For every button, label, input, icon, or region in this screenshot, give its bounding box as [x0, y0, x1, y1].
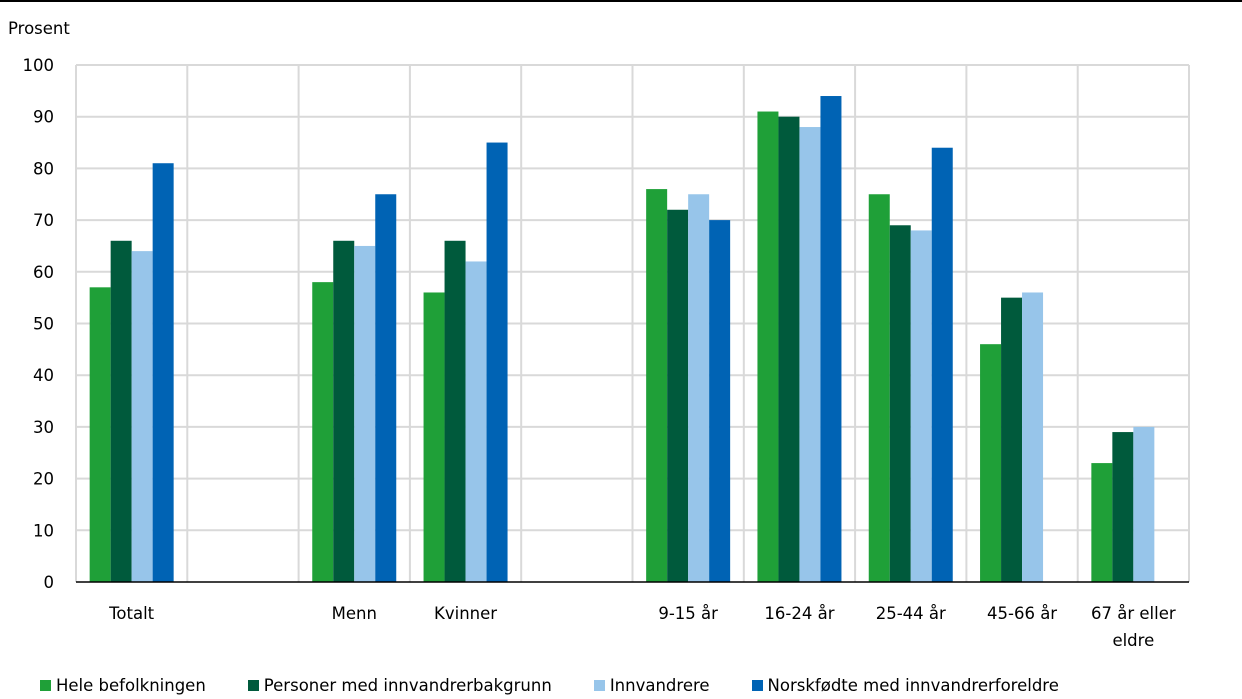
- legend-label: Innvandrere: [609, 675, 710, 695]
- x-tick-label: Menn: [332, 604, 377, 623]
- legend-label: Hele befolkningen: [56, 675, 206, 695]
- bar: [1001, 297, 1023, 582]
- x-tick-label: Totalt: [108, 604, 155, 623]
- legend-swatch: [751, 679, 763, 691]
- bar: [931, 147, 953, 582]
- bar: [333, 240, 355, 582]
- bar: [152, 163, 174, 583]
- legend-item: Norskfødte med innvandrerforeldre: [751, 675, 1059, 695]
- bar: [868, 194, 890, 582]
- bar: [444, 240, 466, 582]
- legend-item: Innvandrere: [593, 675, 710, 695]
- bar: [778, 116, 800, 582]
- legend-swatch: [593, 679, 605, 691]
- legend-label: Personer med innvandrerbakgrunn: [263, 675, 552, 695]
- y-tick-label: 10: [33, 521, 54, 540]
- x-tick-label: eldre: [1112, 631, 1154, 650]
- bar: [312, 282, 334, 582]
- bar: [110, 240, 132, 582]
- y-tick-label: 40: [33, 366, 54, 385]
- x-tick-label: 45-66 år: [987, 604, 1057, 623]
- bar: [89, 287, 111, 582]
- bar: [820, 96, 842, 583]
- bar: [354, 245, 376, 582]
- bar: [1022, 292, 1044, 582]
- y-tick-label: 90: [33, 108, 54, 127]
- bar: [486, 142, 508, 583]
- legend-label: Norskfødte med innvandrerforeldre: [767, 675, 1059, 695]
- legend: Hele befolkningen Personer med innvandrer…: [40, 674, 1240, 696]
- y-tick-label: 0: [44, 573, 55, 592]
- x-tick-label: Kvinner: [434, 604, 497, 623]
- bar: [1091, 463, 1113, 582]
- bar: [709, 220, 731, 582]
- bar: [980, 344, 1002, 582]
- top-rule: [0, 0, 1242, 2]
- bar: [646, 189, 668, 582]
- bar: [688, 194, 710, 582]
- legend-item: Hele befolkningen: [40, 676, 206, 695]
- bar-chart: Prosent 0 10 20 30 40 50 60 70 80 90 100 Totalt Men…: [8, 19, 1190, 650]
- bar: [375, 194, 397, 582]
- bar: [757, 111, 779, 582]
- legend-item: Personer med innvandrerbakgrunn: [247, 675, 552, 695]
- x-tick-label: 25-44 år: [876, 604, 946, 623]
- bar: [423, 292, 445, 582]
- y-axis-label: Prosent: [8, 19, 70, 38]
- bar: [910, 230, 932, 582]
- bar: [131, 251, 153, 582]
- y-tick-label: 20: [33, 470, 54, 489]
- bar: [1133, 426, 1155, 582]
- bar: [667, 209, 689, 582]
- bar: [799, 127, 821, 582]
- legend-swatch: [40, 679, 51, 691]
- x-tick-label: 9-15 år: [658, 604, 718, 623]
- y-tick-label: 60: [33, 263, 54, 282]
- x-tick-label: 16-24 år: [764, 604, 834, 623]
- legend-swatch: [247, 679, 259, 691]
- bar: [1112, 432, 1134, 582]
- y-tick-label: 100: [23, 56, 55, 75]
- bar: [889, 225, 911, 582]
- y-tick-label: 80: [33, 159, 54, 178]
- x-tick-label: 67 år eller: [1091, 604, 1176, 623]
- y-tick-label: 70: [33, 211, 54, 230]
- bar: [465, 261, 487, 582]
- y-tick-label: 30: [33, 418, 54, 437]
- y-tick-label: 50: [33, 315, 54, 334]
